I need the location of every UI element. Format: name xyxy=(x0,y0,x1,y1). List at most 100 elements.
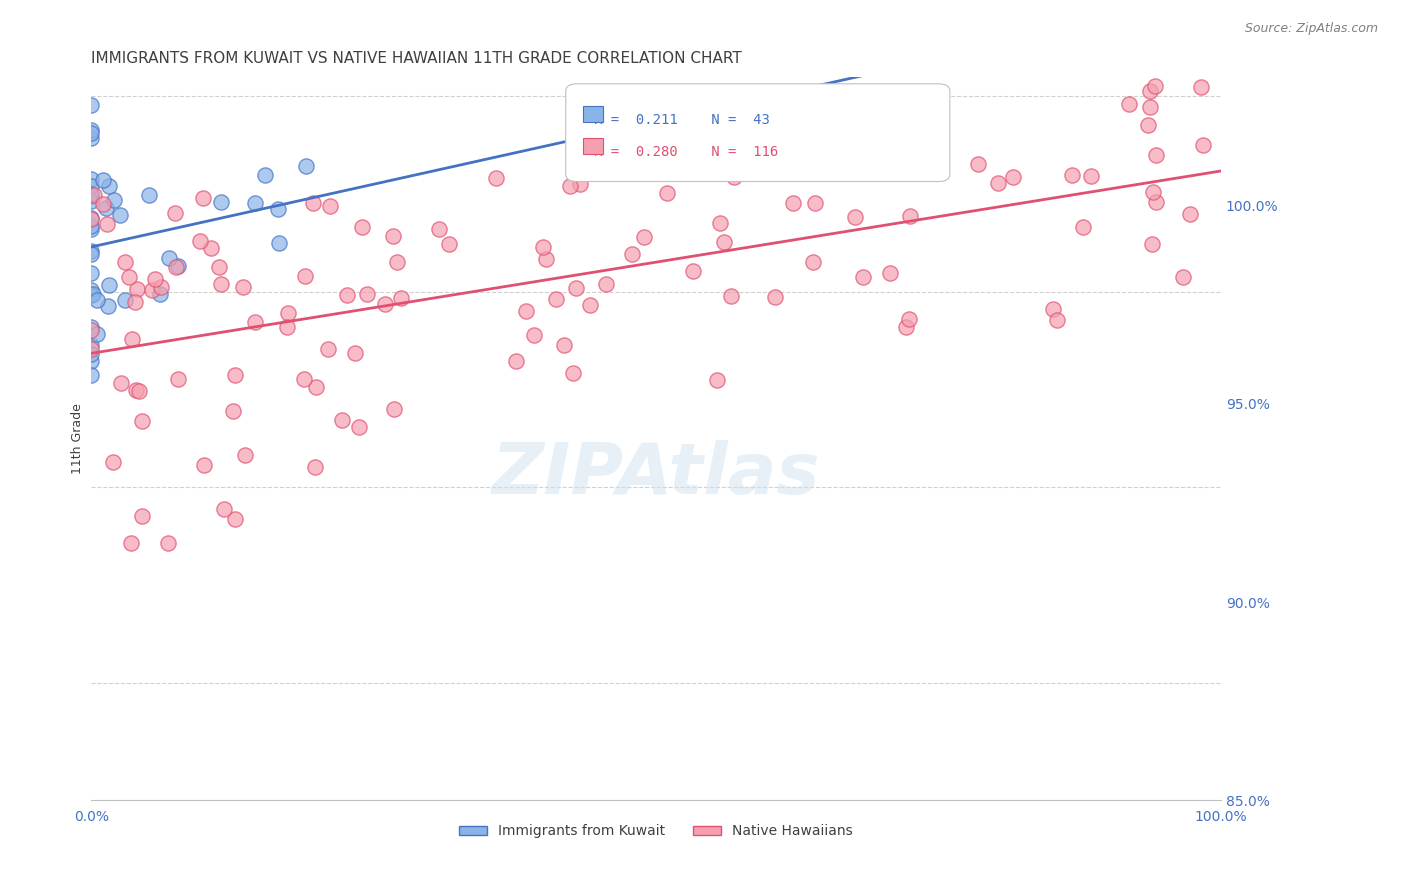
Point xyxy=(80,246,103,260)
Point xyxy=(269,235,291,250)
Point xyxy=(80,354,103,368)
Point xyxy=(80,244,103,259)
Point xyxy=(655,186,678,200)
Point xyxy=(208,260,231,275)
Point xyxy=(292,371,315,385)
Text: IMMIGRANTS FROM KUWAIT VS NATIVE HAWAIIAN 11TH GRADE CORRELATION CHART: IMMIGRANTS FROM KUWAIT VS NATIVE HAWAIIA… xyxy=(91,51,742,66)
Point xyxy=(560,178,582,193)
Point xyxy=(966,156,988,170)
Point xyxy=(682,154,704,169)
Point xyxy=(336,288,359,302)
Point xyxy=(167,372,190,386)
Point xyxy=(97,278,120,293)
Point xyxy=(80,323,103,337)
Point xyxy=(1140,237,1163,252)
Point xyxy=(157,251,180,265)
Point xyxy=(316,342,339,356)
Point xyxy=(304,459,326,474)
Point xyxy=(80,186,103,201)
Point xyxy=(233,448,256,462)
Point xyxy=(898,209,921,223)
Point xyxy=(193,458,215,472)
Point xyxy=(897,311,920,326)
Point xyxy=(523,328,546,343)
Point xyxy=(620,247,643,261)
Point xyxy=(382,402,405,417)
Point xyxy=(149,286,172,301)
Point xyxy=(267,202,290,217)
Point xyxy=(80,342,103,356)
Point xyxy=(682,264,704,278)
Point xyxy=(80,368,103,382)
Point xyxy=(120,535,142,549)
Point xyxy=(80,222,103,236)
Point xyxy=(91,173,114,187)
Point xyxy=(553,338,575,352)
Point xyxy=(569,178,592,192)
Point xyxy=(987,176,1010,190)
Point xyxy=(86,327,108,342)
Point xyxy=(350,219,373,234)
Text: R =  0.211    N =  43: R = 0.211 N = 43 xyxy=(593,112,770,127)
Point xyxy=(1137,118,1160,132)
Point xyxy=(80,189,103,203)
Point xyxy=(427,221,450,235)
Point xyxy=(277,306,299,320)
Point xyxy=(209,195,232,210)
Point xyxy=(80,283,103,297)
Point xyxy=(127,281,149,295)
Point xyxy=(844,210,866,224)
Point xyxy=(103,194,125,208)
Point xyxy=(782,196,804,211)
Point xyxy=(1144,195,1167,210)
Point xyxy=(224,512,246,526)
Point xyxy=(108,208,131,222)
Point xyxy=(243,315,266,329)
Point xyxy=(167,259,190,273)
Point xyxy=(143,271,166,285)
Point xyxy=(138,188,160,202)
Point xyxy=(385,255,408,269)
Point xyxy=(128,384,150,398)
Point xyxy=(294,269,316,284)
Point xyxy=(1189,79,1212,94)
Point xyxy=(595,277,617,291)
Point xyxy=(1080,169,1102,183)
Point xyxy=(565,281,588,295)
Point xyxy=(103,455,125,469)
Point xyxy=(1144,78,1167,93)
Y-axis label: 11th Grade: 11th Grade xyxy=(72,403,84,474)
Point xyxy=(302,196,325,211)
Bar xyxy=(582,106,603,122)
Point xyxy=(1142,185,1164,199)
Point xyxy=(94,201,117,215)
Point xyxy=(381,229,404,244)
Text: Source: ZipAtlas.com: Source: ZipAtlas.com xyxy=(1244,22,1378,36)
Point xyxy=(96,217,118,231)
Text: ZIPAtlas: ZIPAtlas xyxy=(492,440,820,509)
Point xyxy=(356,286,378,301)
Point xyxy=(374,297,396,311)
Point xyxy=(149,280,172,294)
Point xyxy=(1042,301,1064,316)
Point xyxy=(253,168,276,182)
Point xyxy=(1171,270,1194,285)
Point xyxy=(389,291,412,305)
Point xyxy=(82,287,104,301)
Point xyxy=(1002,169,1025,184)
Point xyxy=(188,234,211,248)
Point xyxy=(1178,207,1201,221)
Point xyxy=(118,269,141,284)
Point xyxy=(243,195,266,210)
Point xyxy=(852,269,875,284)
Point xyxy=(305,380,328,394)
Point xyxy=(763,290,786,304)
Point xyxy=(344,346,367,360)
Point xyxy=(80,338,103,352)
Point xyxy=(131,414,153,428)
Point xyxy=(1139,84,1161,98)
Point xyxy=(80,194,103,209)
Point xyxy=(209,277,232,292)
Point xyxy=(131,509,153,524)
Point xyxy=(349,420,371,434)
